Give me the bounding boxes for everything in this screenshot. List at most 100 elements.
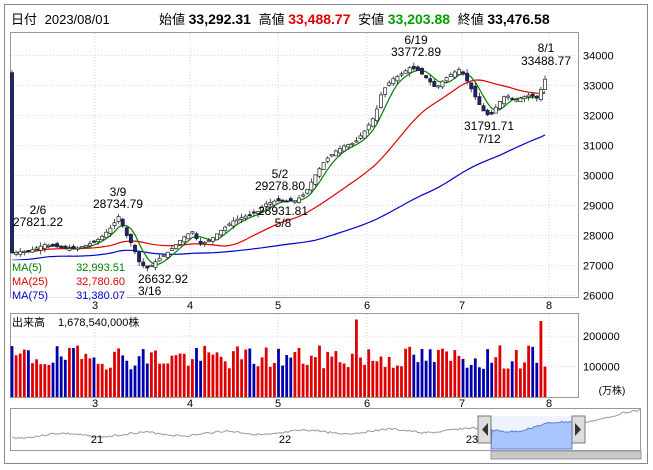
candle-up: [79, 246, 84, 249]
candle-up: [149, 265, 154, 267]
volume-bar: [498, 345, 502, 397]
volume-bar: [277, 348, 280, 397]
volume-month-label: 8: [546, 398, 552, 410]
legend-ma25-label: MA(25): [12, 276, 48, 288]
volume-bar: [141, 349, 145, 397]
candle-up: [14, 252, 19, 255]
candle-down: [510, 97, 515, 100]
volume-bar: [367, 349, 371, 397]
volume-bar: [502, 368, 506, 397]
volume-bar: [51, 362, 55, 397]
candle-down: [128, 233, 133, 243]
volume-bar: [453, 350, 457, 397]
volume-bar: [338, 362, 342, 397]
candle-up: [75, 247, 80, 250]
volume-month-label: 7: [459, 398, 465, 410]
volume-bar: [510, 361, 514, 397]
volume-bar: [145, 363, 149, 397]
candle-up: [206, 240, 211, 243]
candle-up: [444, 77, 449, 82]
candle-up: [526, 94, 531, 98]
candle-up: [342, 145, 347, 152]
candle-up: [379, 94, 383, 108]
candle-down: [481, 105, 486, 112]
candle-up: [329, 154, 334, 157]
volume-bar: [117, 348, 120, 397]
volume-bar: [59, 356, 63, 397]
candle-up: [440, 80, 445, 88]
volume-bar: [39, 364, 43, 397]
volume-bar: [154, 350, 157, 397]
candle-down: [477, 96, 482, 105]
candle-up: [256, 211, 260, 214]
ma75-line: [11, 134, 546, 261]
candle-up: [264, 203, 269, 207]
navigator-scrollbar[interactable]: [490, 450, 642, 460]
candle-up: [305, 189, 310, 194]
volume-bar: [346, 367, 350, 397]
volume-bar: [437, 349, 440, 397]
volume-bar: [363, 364, 366, 397]
price-tick-label: 29000: [583, 201, 614, 213]
volume-bar: [293, 352, 297, 397]
volume-bar: [223, 361, 227, 397]
volume-bar: [162, 363, 166, 397]
volume-month-label: 4: [187, 398, 193, 410]
volume-bar: [482, 368, 485, 397]
candle-up: [268, 202, 273, 205]
candle-down: [63, 245, 68, 249]
volume-bar: [109, 367, 112, 397]
price-axis: 26000 27000 28000 29000 30000 31000 32000 33000…: [583, 51, 614, 303]
volume-bar: [31, 363, 34, 397]
volume-bar: [207, 352, 211, 397]
annotation-value: 28931.81: [258, 204, 308, 218]
volume-bar: [104, 369, 108, 397]
candle-up: [42, 244, 47, 249]
candle-up: [317, 168, 322, 177]
candle-down: [92, 240, 96, 243]
navigator-year-label: 22: [279, 434, 291, 446]
volume-bar: [465, 367, 469, 397]
candle-down: [489, 111, 494, 115]
open-label: 始値: [159, 12, 186, 27]
candle-down: [424, 75, 429, 79]
volume-unit: (万株): [599, 384, 626, 397]
volume-bar: [125, 360, 129, 397]
candle-down: [284, 200, 289, 203]
candle-up: [157, 257, 162, 262]
volume-bar: [68, 347, 71, 397]
candle-down: [534, 95, 539, 99]
volume-bar: [473, 358, 477, 397]
volume-bar: [469, 365, 473, 397]
annotation-value: 27821.22: [13, 215, 63, 229]
candle-down: [194, 233, 199, 239]
volume-bar: [178, 353, 182, 397]
annotation-date: 5/8: [275, 216, 292, 230]
candle-down: [198, 240, 203, 245]
volume-bar: [539, 321, 543, 397]
candle-up: [210, 237, 215, 242]
volume-bar: [506, 368, 510, 397]
candle-up: [260, 207, 265, 212]
volume-bar: [412, 354, 416, 397]
annotation-value: 28734.79: [93, 197, 143, 211]
candle-up: [301, 194, 306, 197]
price-tick-label: 26000: [583, 291, 614, 303]
legend-ma75-label: MA(75): [12, 290, 48, 302]
volume-bar: [490, 362, 494, 397]
candle-down: [411, 66, 416, 70]
chevron-right-icon: [575, 423, 581, 436]
candle-down: [469, 82, 474, 90]
candle-up: [362, 130, 367, 139]
candle-up: [374, 108, 379, 121]
annotation-value: 31791.71: [464, 119, 514, 133]
volume-bar: [305, 364, 309, 397]
candle-up: [543, 78, 547, 90]
price-grid: [11, 33, 578, 297]
volume-bar: [215, 352, 219, 397]
price-panel: [10, 32, 579, 298]
volume-bar: [404, 348, 407, 397]
volume-bar: [158, 363, 161, 397]
volume-bar: [14, 355, 18, 397]
